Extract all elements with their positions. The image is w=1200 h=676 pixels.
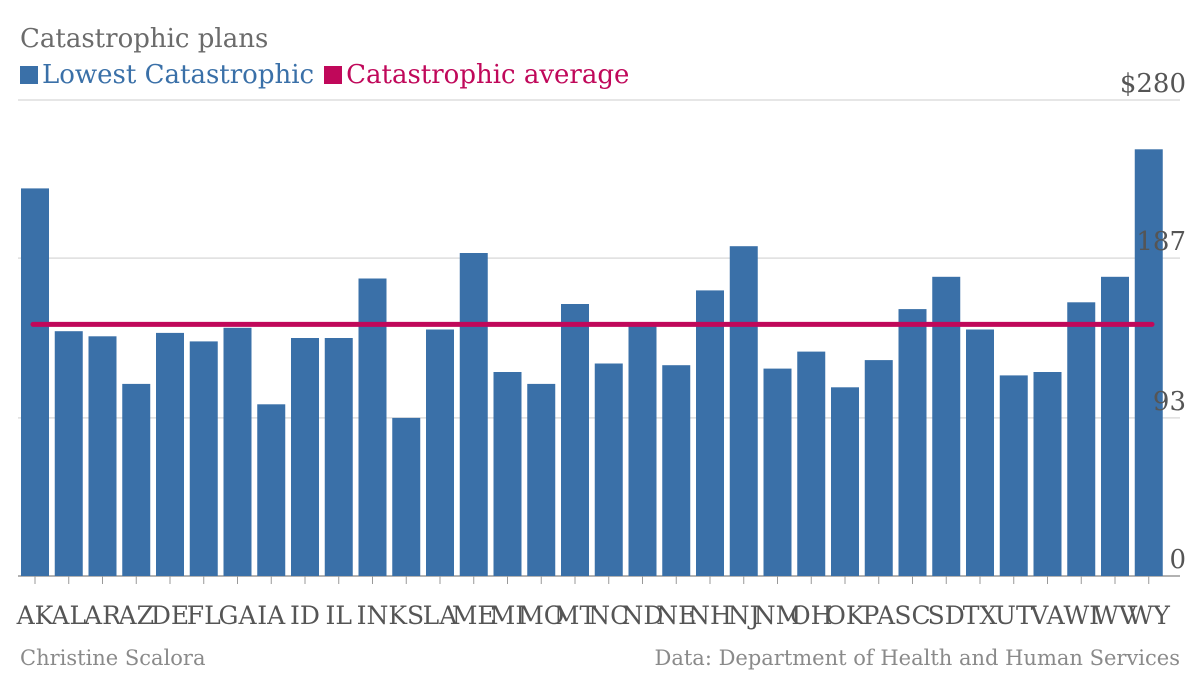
- x-tick-label: SD: [928, 601, 965, 630]
- x-tick-label: MT: [554, 601, 597, 630]
- bar-id: [291, 338, 319, 576]
- x-tick-label: AL: [50, 601, 86, 630]
- bar-sc: [898, 309, 927, 576]
- bar-pa: [864, 360, 893, 576]
- x-tick-label: GA: [218, 601, 257, 630]
- x-tick-label: KS: [388, 601, 424, 630]
- x-tick-label: ND: [622, 601, 664, 630]
- x-tick-label: AR: [83, 601, 122, 630]
- x-tick-label: MI: [490, 601, 525, 630]
- x-tick-label: SC: [894, 601, 930, 630]
- bar-ks: [392, 417, 421, 576]
- legend-swatch-lowest: [20, 66, 38, 84]
- legend: Lowest Catastrophic Catastrophic average: [20, 60, 639, 90]
- bar-az: [122, 383, 151, 576]
- x-tick-label: MO: [518, 601, 564, 630]
- x-tick-label: PA: [862, 601, 896, 630]
- bar-sd: [932, 276, 961, 576]
- x-tick-label: OK: [825, 601, 865, 630]
- bar-ia: [257, 404, 286, 576]
- x-tick-label: NJ: [728, 601, 760, 630]
- bar-mi: [493, 372, 522, 576]
- y-tick-label: $280: [1120, 69, 1186, 99]
- bar-nj: [729, 246, 758, 576]
- bar-nd: [628, 324, 657, 576]
- bar-nm: [763, 368, 792, 576]
- x-tick-label: ME: [452, 601, 496, 630]
- x-tick-label: WV: [1093, 601, 1138, 630]
- y-tick-label: 187: [1136, 227, 1186, 257]
- bar-ga: [223, 327, 252, 576]
- bar-wv: [1101, 276, 1129, 576]
- bar-fl: [189, 341, 218, 576]
- bar-de: [156, 332, 184, 576]
- bar-ar: [88, 336, 117, 576]
- y-tick-label: 0: [1169, 545, 1186, 575]
- bar-mt: [561, 304, 589, 576]
- bar-ak: [21, 188, 49, 576]
- x-tick-label: OH: [790, 601, 832, 630]
- bar-nh: [696, 290, 724, 576]
- bar-in: [358, 278, 387, 576]
- x-tick-label: IA: [257, 601, 286, 630]
- x-tick-label: WY: [1128, 601, 1171, 630]
- legend-item-average: Catastrophic average: [324, 60, 629, 90]
- x-tick-label: TX: [963, 601, 998, 630]
- x-tick-label: LA: [423, 601, 459, 630]
- x-tick-label: NC: [588, 601, 629, 630]
- bar-oh: [797, 351, 826, 576]
- x-tick-label: UT: [995, 601, 1033, 630]
- legend-swatch-average: [324, 66, 343, 84]
- chart-title: Catastrophic plans: [20, 24, 269, 54]
- x-tick-label: IN: [357, 601, 389, 630]
- bar-me: [459, 253, 488, 576]
- bar-il: [324, 338, 353, 576]
- bar-tx: [966, 329, 994, 576]
- legend-label-lowest: Lowest Catastrophic: [42, 60, 315, 90]
- legend-label-average: Catastrophic average: [346, 60, 630, 90]
- x-tick-label: AZ: [118, 601, 154, 630]
- bar-wi: [1067, 302, 1096, 576]
- x-tick-label: DE: [151, 601, 189, 630]
- x-tick-label: ID: [290, 601, 320, 630]
- x-tick-label: NH: [688, 601, 732, 630]
- bar-la: [426, 329, 454, 576]
- bar-wy: [1134, 149, 1163, 577]
- author-credit: Christine Scalora: [20, 646, 206, 670]
- bar-mo: [527, 383, 556, 576]
- bar-al: [54, 331, 83, 576]
- bar-va: [1033, 372, 1062, 576]
- bar-nc: [594, 363, 623, 576]
- bar-ok: [831, 387, 859, 576]
- x-tick-label: VA: [1029, 601, 1065, 630]
- x-tick-label: AK: [16, 601, 55, 630]
- source-credit: Data: Department of Health and Human Ser…: [654, 646, 1181, 670]
- legend-item-lowest: Lowest Catastrophic: [20, 60, 314, 90]
- bar-ut: [999, 375, 1028, 576]
- bar-ne: [662, 365, 691, 576]
- x-tick-label: NE: [656, 601, 696, 630]
- x-tick-label: FL: [187, 601, 221, 630]
- x-tick-label: IL: [326, 601, 352, 630]
- x-tick-label: NM: [754, 601, 801, 630]
- y-tick-label: 93: [1153, 387, 1186, 417]
- x-tick-label: WI: [1063, 601, 1099, 630]
